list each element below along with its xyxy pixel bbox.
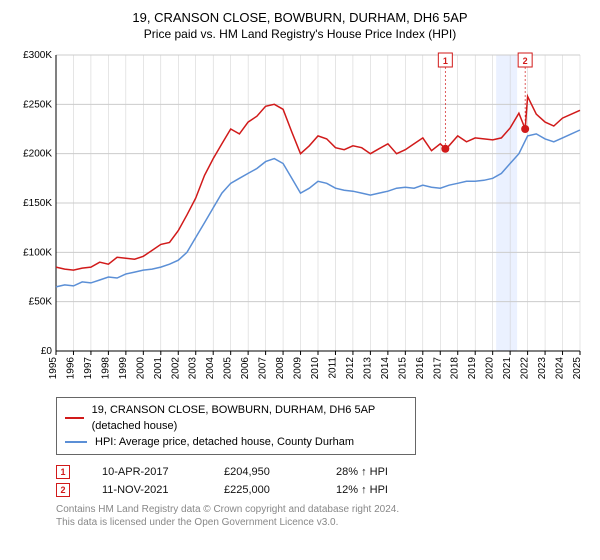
sale-marker-icon: 1	[56, 465, 70, 479]
svg-text:2015: 2015	[397, 357, 408, 380]
svg-text:2011: 2011	[327, 357, 338, 379]
chart-container: 19, CRANSON CLOSE, BOWBURN, DURHAM, DH6 …	[0, 0, 600, 537]
svg-text:2022: 2022	[520, 357, 531, 380]
svg-text:1996: 1996	[65, 357, 76, 380]
svg-text:2006: 2006	[240, 357, 251, 380]
svg-text:2025: 2025	[572, 357, 583, 380]
svg-text:1998: 1998	[100, 357, 111, 380]
svg-text:1: 1	[443, 56, 448, 66]
legend-item-hpi: HPI: Average price, detached house, Coun…	[65, 434, 407, 450]
footer-line1: Contains HM Land Registry data © Crown c…	[56, 503, 588, 516]
sale-row: 1 10-APR-2017 £204,950 28% ↑ HPI	[56, 465, 588, 479]
svg-text:2016: 2016	[415, 357, 426, 380]
svg-text:£0: £0	[41, 346, 53, 357]
svg-text:2009: 2009	[293, 357, 304, 380]
svg-text:2002: 2002	[170, 357, 181, 380]
svg-text:1995: 1995	[48, 357, 59, 380]
svg-text:2005: 2005	[223, 357, 234, 380]
svg-text:2020: 2020	[485, 357, 496, 380]
svg-text:2: 2	[523, 56, 528, 66]
svg-text:£250K: £250K	[23, 99, 52, 110]
svg-text:1999: 1999	[118, 357, 129, 380]
legend-swatch-hpi	[65, 441, 87, 443]
sale-date: 10-APR-2017	[102, 466, 192, 478]
svg-text:2007: 2007	[258, 357, 269, 380]
svg-text:2003: 2003	[188, 357, 199, 380]
sales-table: 1 10-APR-2017 £204,950 28% ↑ HPI 2 11-NOV-202…	[12, 465, 588, 497]
svg-text:£150K: £150K	[23, 198, 52, 209]
sale-price: £225,000	[224, 484, 304, 496]
svg-text:2013: 2013	[362, 357, 373, 380]
svg-text:2010: 2010	[310, 357, 321, 380]
legend-swatch-property	[65, 417, 84, 419]
legend-item-property: 19, CRANSON CLOSE, BOWBURN, DURHAM, DH6 …	[65, 402, 407, 434]
svg-text:2000: 2000	[135, 357, 146, 380]
svg-text:2024: 2024	[555, 357, 566, 380]
chart-title: 19, CRANSON CLOSE, BOWBURN, DURHAM, DH6 …	[12, 10, 588, 25]
svg-text:2023: 2023	[537, 357, 548, 380]
svg-text:2019: 2019	[467, 357, 478, 380]
legend-label-property: 19, CRANSON CLOSE, BOWBURN, DURHAM, DH6 …	[92, 402, 407, 434]
legend: 19, CRANSON CLOSE, BOWBURN, DURHAM, DH6 …	[56, 397, 416, 455]
svg-text:2012: 2012	[345, 357, 356, 380]
svg-text:2018: 2018	[450, 357, 461, 380]
svg-text:£50K: £50K	[29, 297, 53, 308]
sale-price: £204,950	[224, 466, 304, 478]
svg-text:£300K: £300K	[23, 50, 52, 61]
svg-text:£200K: £200K	[23, 149, 52, 160]
svg-text:2008: 2008	[275, 357, 286, 380]
sale-delta: 12% ↑ HPI	[336, 484, 388, 496]
svg-text:2021: 2021	[502, 357, 513, 380]
plot-area: £0 £50K £100K £150K £200K £250K £300K 1995 1996 1…	[12, 49, 588, 389]
footer-line2: This data is licensed under the Open Gov…	[56, 516, 588, 529]
svg-text:2017: 2017	[432, 357, 443, 380]
svg-text:1997: 1997	[83, 357, 94, 380]
chart-subtitle: Price paid vs. HM Land Registry's House …	[12, 27, 588, 41]
svg-text:£100K: £100K	[23, 247, 52, 258]
sale-date: 11-NOV-2021	[102, 484, 192, 496]
footer: Contains HM Land Registry data © Crown c…	[56, 503, 588, 529]
sale-delta: 28% ↑ HPI	[336, 466, 388, 478]
legend-label-hpi: HPI: Average price, detached house, Coun…	[95, 434, 354, 450]
svg-text:2001: 2001	[153, 357, 164, 380]
chart-svg: £0 £50K £100K £150K £200K £250K £300K 1995 1996 1…	[12, 49, 588, 389]
sale-marker-icon: 2	[56, 483, 70, 497]
svg-text:2014: 2014	[380, 357, 391, 380]
sale-row: 2 11-NOV-2021 £225,000 12% ↑ HPI	[56, 483, 588, 497]
svg-text:2004: 2004	[205, 357, 216, 380]
